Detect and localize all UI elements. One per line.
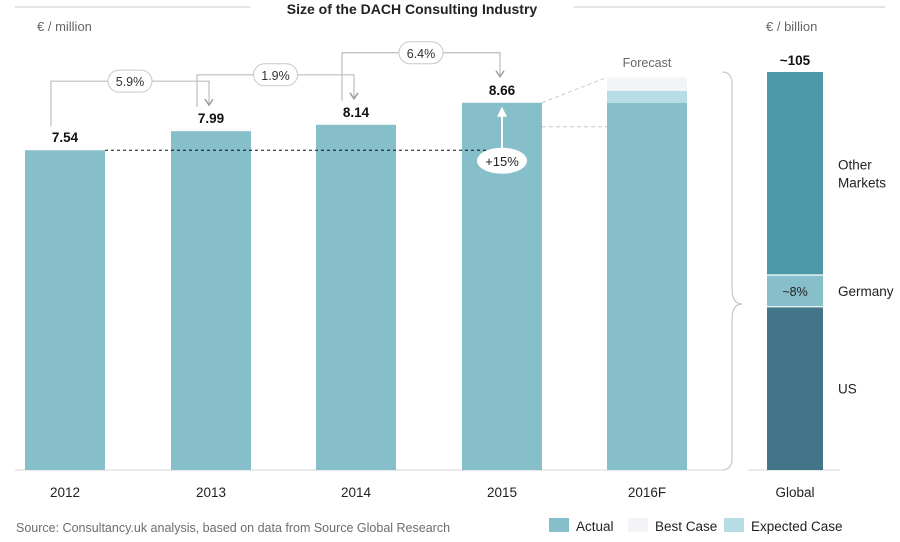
- bar-actual-2016F: [607, 102, 687, 470]
- growth-arrowhead-2014: [349, 92, 359, 101]
- growth-badge-2013-2014: [253, 63, 298, 87]
- bar-best-case-2016F: [607, 77, 687, 91]
- cumulative-label: +15%: [485, 154, 519, 169]
- bar-actual-2014: [316, 124, 396, 470]
- forecast-connector-top: [541, 76, 608, 104]
- x-tick-label-2016F: 2016F: [628, 485, 666, 500]
- growth-label-2014-2015: 6.4%: [407, 47, 436, 61]
- global-segment-name-germany: Germany: [838, 284, 894, 299]
- data-label-2013: 7.99: [198, 111, 224, 126]
- global-segment-other-markets: [767, 72, 823, 275]
- bar-expected-case-2016F: [607, 90, 687, 103]
- cumulative-arrowhead: [497, 106, 507, 117]
- source-note: Source: Consultancy.uk analysis, based o…: [16, 521, 450, 535]
- growth-arrowhead-2013: [204, 98, 214, 107]
- x-tick-label-Global: Global: [775, 485, 814, 500]
- data-label-2015: 8.66: [489, 83, 516, 98]
- annotations-layer: 5.9% 1.9% 6.4% +15%: [50, 41, 608, 174]
- growth-label-2013-2014: 1.9%: [261, 69, 290, 83]
- data-label-2012: 7.54: [52, 130, 79, 145]
- growth-badge-2012-2013: [107, 69, 153, 93]
- x-tick-label-2013: 2013: [196, 485, 226, 500]
- legend-label-best-case: Best Case: [655, 519, 717, 534]
- x-tick-label-2015: 2015: [487, 485, 517, 500]
- global-total-label: ~105: [780, 53, 811, 68]
- cumulative-badge: [477, 147, 527, 174]
- forecast-label: Forecast: [623, 56, 672, 70]
- right-unit-label: € / billion: [766, 19, 817, 34]
- bar-actual-2012: [25, 150, 105, 470]
- growth-badge-2014-2015: [398, 41, 444, 65]
- global-segment-germany: [767, 274, 823, 307]
- x-tick-label-2012: 2012: [50, 485, 80, 500]
- global-segment-us: [767, 306, 823, 470]
- legend-swatch-best-case: [628, 518, 648, 532]
- global-segment-label-germany: ~8%: [782, 285, 807, 299]
- bar-actual-2013: [171, 131, 251, 471]
- legend-swatch-expected-case: [724, 518, 744, 532]
- global-brace: [721, 71, 743, 471]
- x-tick-label-2014: 2014: [341, 485, 372, 500]
- legend-label-actual: Actual: [576, 519, 614, 534]
- chart-title: Size of the DACH Consulting Industry: [287, 1, 538, 17]
- legend: Actual Best Case Expected Case: [549, 518, 843, 534]
- growth-label-2012-2013: 5.9%: [116, 75, 145, 89]
- bars-layer: 7.54 2012 7.99 2013 8.14 2014 8.66 2015 2016F: [25, 77, 687, 500]
- data-label-2014: 8.14: [343, 105, 370, 120]
- left-unit-label: € / million: [37, 19, 92, 34]
- global-bar-layer: US ~8% Germany Other Markets ~105 Global: [767, 53, 894, 500]
- legend-label-expected-case: Expected Case: [751, 519, 843, 534]
- global-segment-name-us: US: [838, 381, 857, 396]
- legend-swatch-actual: [549, 518, 569, 532]
- growth-arrowhead-2015: [495, 70, 505, 79]
- global-segment-name-other-markets: Other Markets: [838, 157, 886, 190]
